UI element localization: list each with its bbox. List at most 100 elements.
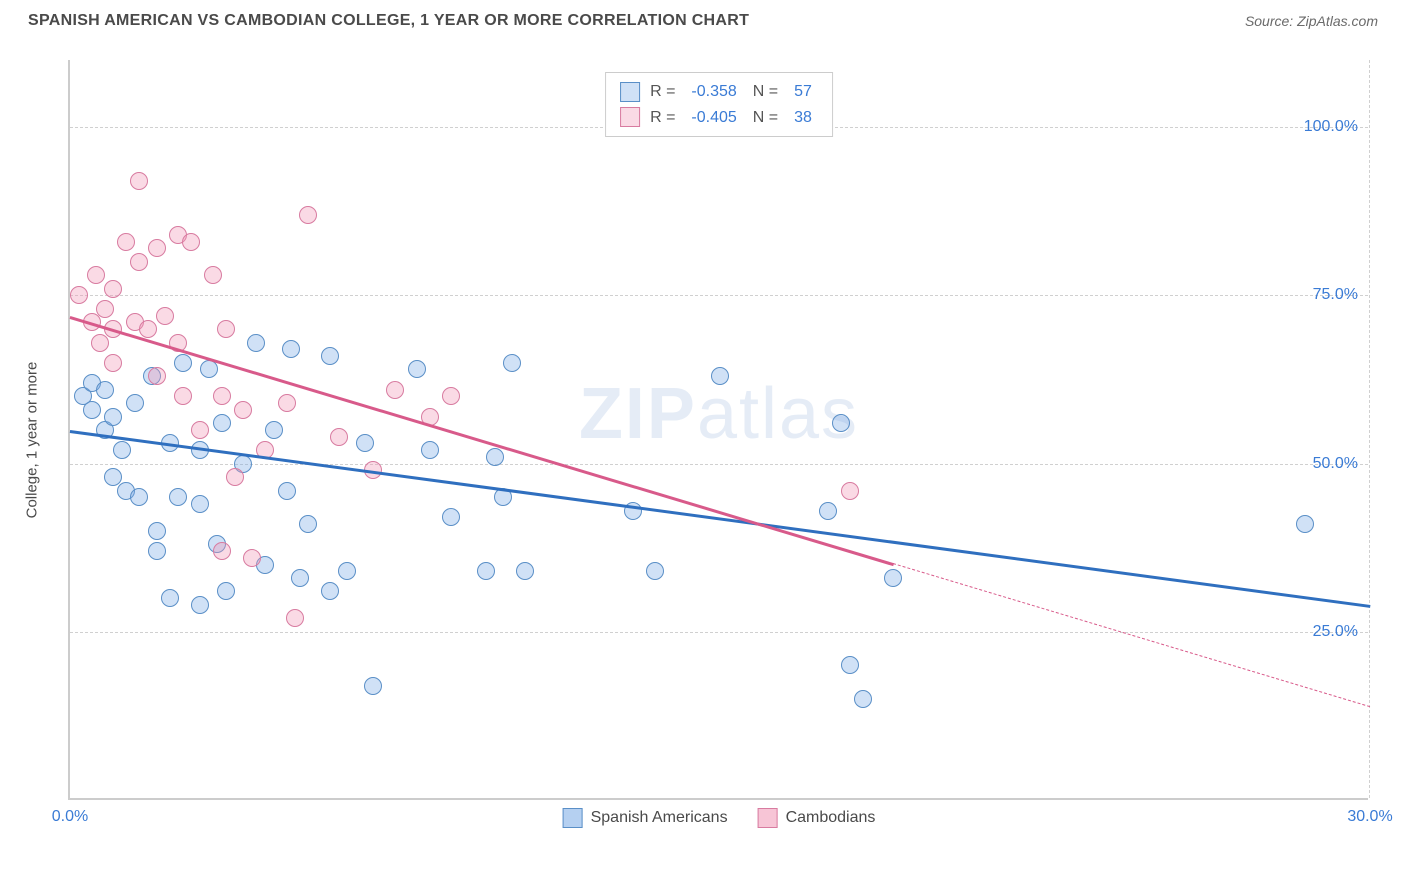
y-tick-label: 100.0% bbox=[1304, 118, 1358, 136]
scatter-point bbox=[148, 542, 166, 560]
scatter-point bbox=[338, 562, 356, 580]
trend-line bbox=[70, 430, 1370, 607]
scatter-point bbox=[130, 488, 148, 506]
scatter-point bbox=[711, 367, 729, 385]
legend-swatch bbox=[620, 107, 640, 127]
watermark: ZIPatlas bbox=[579, 373, 859, 455]
scatter-point bbox=[213, 414, 231, 432]
legend-row: R = -0.358 N = 57 bbox=[620, 79, 818, 105]
plot-area: ZIPatlas 25.0%50.0%75.0%100.0%0.0%30.0%R… bbox=[68, 60, 1368, 800]
scatter-point bbox=[884, 569, 902, 587]
y-tick-label: 25.0% bbox=[1313, 623, 1358, 641]
scatter-point bbox=[321, 347, 339, 365]
scatter-point bbox=[234, 401, 252, 419]
scatter-point bbox=[364, 677, 382, 695]
scatter-point bbox=[148, 367, 166, 385]
scatter-point bbox=[321, 582, 339, 600]
scatter-point bbox=[91, 334, 109, 352]
scatter-point bbox=[83, 401, 101, 419]
scatter-point bbox=[161, 589, 179, 607]
scatter-point bbox=[516, 562, 534, 580]
scatter-point bbox=[854, 690, 872, 708]
y-tick-label: 50.0% bbox=[1313, 455, 1358, 473]
scatter-point bbox=[117, 233, 135, 251]
scatter-point bbox=[832, 414, 850, 432]
scatter-point bbox=[278, 394, 296, 412]
scatter-point bbox=[486, 448, 504, 466]
scatter-point bbox=[104, 280, 122, 298]
watermark-light: atlas bbox=[697, 374, 859, 454]
legend-label: Cambodians bbox=[786, 809, 876, 827]
scatter-point bbox=[87, 266, 105, 284]
legend-swatch bbox=[758, 808, 778, 828]
gridline-vertical bbox=[1369, 60, 1370, 798]
scatter-point bbox=[282, 340, 300, 358]
watermark-bold: ZIP bbox=[579, 374, 697, 454]
chart-container: College, 1 year or more ZIPatlas 25.0%50… bbox=[50, 50, 1380, 830]
y-axis-label: College, 1 year or more bbox=[24, 362, 41, 519]
x-tick-label: 30.0% bbox=[1347, 808, 1392, 826]
scatter-point bbox=[191, 596, 209, 614]
gridline-horizontal bbox=[70, 464, 1368, 465]
scatter-point bbox=[130, 253, 148, 271]
legend-item: Cambodians bbox=[758, 808, 876, 828]
y-tick-label: 75.0% bbox=[1313, 286, 1358, 304]
scatter-point bbox=[174, 387, 192, 405]
scatter-point bbox=[421, 441, 439, 459]
scatter-point bbox=[442, 387, 460, 405]
n-value: 57 bbox=[794, 79, 812, 105]
scatter-point bbox=[213, 542, 231, 560]
scatter-point bbox=[356, 434, 374, 452]
scatter-point bbox=[217, 582, 235, 600]
scatter-point bbox=[148, 239, 166, 257]
x-tick-label: 0.0% bbox=[52, 808, 88, 826]
scatter-point bbox=[113, 441, 131, 459]
gridline-horizontal bbox=[70, 295, 1368, 296]
legend-row: R = -0.405 N = 38 bbox=[620, 105, 818, 131]
scatter-point bbox=[191, 421, 209, 439]
scatter-point bbox=[291, 569, 309, 587]
scatter-point bbox=[299, 515, 317, 533]
scatter-point bbox=[156, 307, 174, 325]
correlation-legend: R = -0.358 N = 57 R = -0.405 N = 38 bbox=[605, 72, 833, 137]
scatter-point bbox=[243, 549, 261, 567]
scatter-point bbox=[265, 421, 283, 439]
scatter-point bbox=[299, 206, 317, 224]
r-value: -0.358 bbox=[691, 79, 736, 105]
scatter-point bbox=[286, 609, 304, 627]
series-legend: Spanish Americans Cambodians bbox=[563, 808, 876, 828]
scatter-point bbox=[104, 408, 122, 426]
gridline-horizontal bbox=[70, 632, 1368, 633]
scatter-point bbox=[477, 562, 495, 580]
scatter-point bbox=[819, 502, 837, 520]
scatter-point bbox=[96, 381, 114, 399]
scatter-point bbox=[200, 360, 218, 378]
scatter-point bbox=[182, 233, 200, 251]
r-label: R = bbox=[650, 105, 675, 131]
scatter-point bbox=[169, 488, 187, 506]
r-value: -0.405 bbox=[691, 105, 736, 131]
scatter-point bbox=[841, 656, 859, 674]
r-label: R = bbox=[650, 79, 675, 105]
scatter-point bbox=[139, 320, 157, 338]
trend-line-extrapolated bbox=[893, 563, 1370, 707]
n-label: N = bbox=[753, 79, 778, 105]
scatter-point bbox=[96, 300, 114, 318]
scatter-point bbox=[646, 562, 664, 580]
scatter-point bbox=[841, 482, 859, 500]
scatter-point bbox=[126, 394, 144, 412]
legend-label: Spanish Americans bbox=[591, 809, 728, 827]
scatter-point bbox=[104, 354, 122, 372]
trend-line bbox=[70, 316, 894, 566]
source-attribution: Source: ZipAtlas.com bbox=[1245, 13, 1378, 29]
scatter-point bbox=[130, 172, 148, 190]
scatter-point bbox=[191, 495, 209, 513]
legend-swatch bbox=[563, 808, 583, 828]
n-label: N = bbox=[753, 105, 778, 131]
scatter-point bbox=[217, 320, 235, 338]
scatter-point bbox=[408, 360, 426, 378]
chart-title: SPANISH AMERICAN VS CAMBODIAN COLLEGE, 1… bbox=[28, 12, 749, 30]
n-value: 38 bbox=[794, 105, 812, 131]
scatter-point bbox=[503, 354, 521, 372]
legend-item: Spanish Americans bbox=[563, 808, 728, 828]
